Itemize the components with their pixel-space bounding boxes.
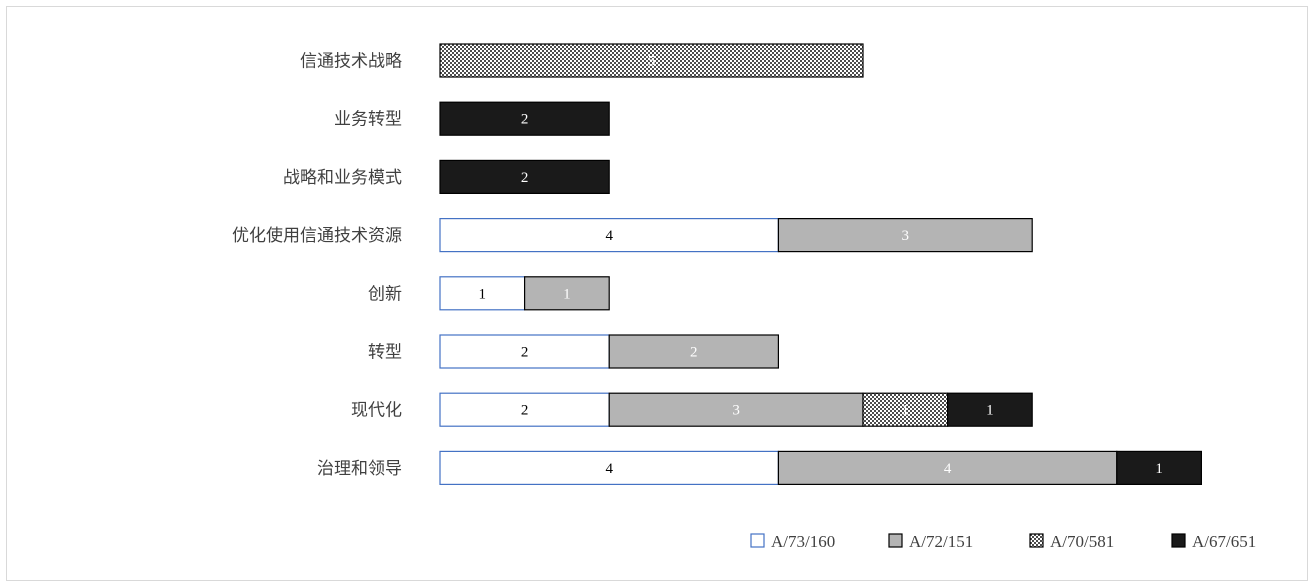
category-label: 优化使用信通技术资源 <box>232 225 402 246</box>
legend-label: A/67/651 <box>1192 532 1256 551</box>
legend-label: A/73/160 <box>771 532 835 551</box>
legend-item: A/70/581 <box>1029 532 1114 551</box>
legend-item: A/72/151 <box>888 532 973 551</box>
bar-segment <box>439 101 610 136</box>
bar-segment <box>439 334 610 369</box>
bar-segment <box>862 392 949 427</box>
bar-segment <box>1116 450 1203 485</box>
data-label: 5 <box>648 54 656 70</box>
chart-frame <box>6 6 1308 581</box>
bar-segment <box>608 334 780 369</box>
data-label: 1 <box>902 403 910 419</box>
bar-segment <box>777 450 1118 485</box>
category-label: 信通技术战略 <box>300 52 402 72</box>
data-label: 2 <box>521 345 529 361</box>
legend-swatch <box>1029 533 1044 548</box>
data-label: 3 <box>732 403 740 419</box>
legend-item: A/67/651 <box>1171 532 1256 551</box>
bar-segment <box>777 218 1033 253</box>
data-label: 1 <box>563 286 571 302</box>
legend-item: A/73/160 <box>750 532 835 551</box>
category-label: 战略和业务模式 <box>283 168 402 188</box>
bar-segment <box>523 276 610 311</box>
data-label: 1 <box>479 286 487 302</box>
data-label: 2 <box>690 345 698 361</box>
legend-swatch <box>1171 533 1186 548</box>
data-label: 4 <box>605 228 613 244</box>
data-label: 1 <box>1155 461 1163 477</box>
bar-segment <box>608 392 864 427</box>
bar-segment <box>439 43 864 78</box>
data-label: 1 <box>986 403 994 419</box>
bar-segment <box>439 159 610 194</box>
category-label: 治理和领导 <box>317 459 402 479</box>
bar-segment <box>439 276 526 311</box>
data-label: 4 <box>605 461 613 477</box>
category-label: 业务转型 <box>334 110 402 130</box>
category-label: 现代化 <box>351 401 402 421</box>
legend-swatch <box>888 533 903 548</box>
bar-segment <box>946 392 1033 427</box>
bars: 5 2 2 4 3 1 1 2 2 2 3 1 1 4 4 1 <box>439 43 1203 485</box>
data-label: 4 <box>944 461 952 477</box>
bar-segment <box>439 218 779 253</box>
legend-label: A/72/151 <box>909 532 973 551</box>
data-label: 3 <box>902 228 910 244</box>
legend-label: A/70/581 <box>1050 532 1114 551</box>
category-label: 创新 <box>368 284 402 304</box>
legend: A/73/160 A/72/151 A/70/581 A/67/651 <box>750 532 1256 551</box>
legend-swatch <box>750 533 765 548</box>
data-label: 2 <box>521 403 529 419</box>
data-label: 2 <box>521 112 529 128</box>
category-label: 转型 <box>368 343 402 363</box>
data-label: 2 <box>521 170 529 186</box>
